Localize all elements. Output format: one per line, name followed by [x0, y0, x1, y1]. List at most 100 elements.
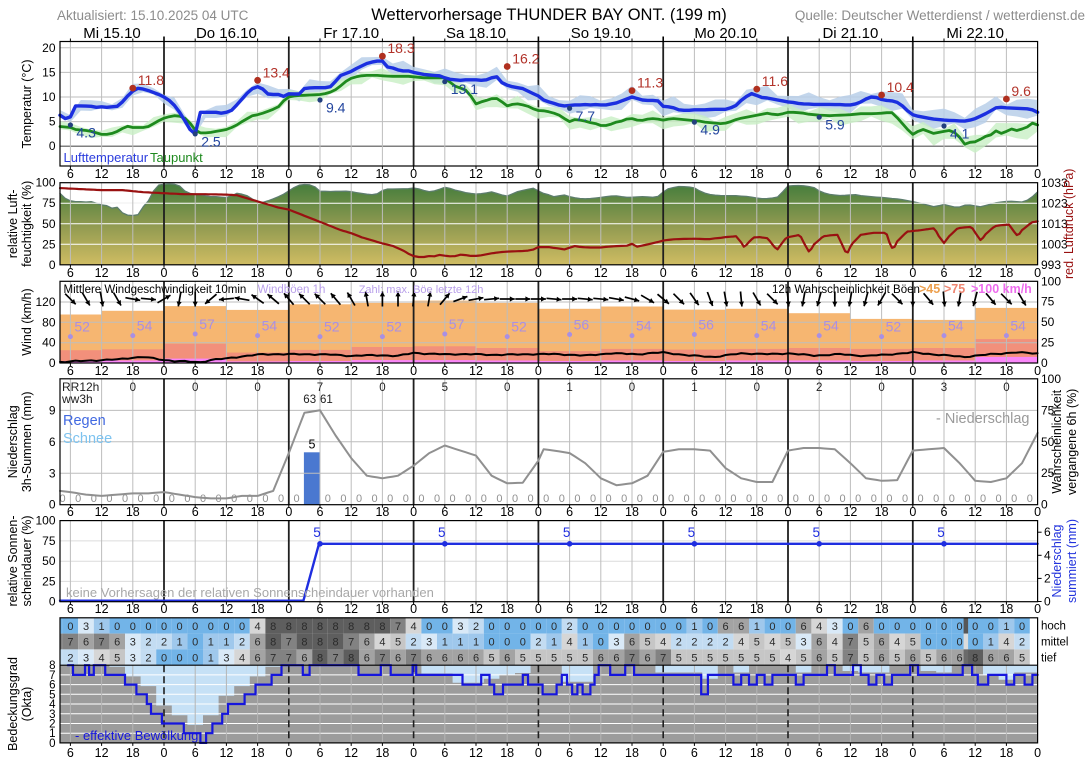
svg-text:0: 0 [410, 266, 417, 280]
svg-text:8: 8 [270, 637, 276, 649]
svg-text:1: 1 [208, 652, 214, 664]
svg-text:0: 0 [785, 364, 792, 378]
svg-text:1: 1 [177, 637, 183, 649]
svg-text:5: 5 [535, 652, 541, 664]
svg-text:18: 18 [126, 746, 140, 760]
svg-text:0: 0 [909, 167, 916, 181]
svg-text:6: 6 [816, 364, 823, 378]
svg-text:0: 0 [130, 382, 136, 394]
svg-text:0: 0 [169, 493, 175, 505]
svg-text:7: 7 [99, 637, 105, 649]
svg-text:Aktualisiert: 15.10.2025 04 UT: Aktualisiert: 15.10.2025 04 UTC [57, 8, 249, 23]
svg-text:12: 12 [344, 505, 358, 519]
svg-text:0: 0 [660, 746, 667, 760]
svg-text:0: 0 [216, 493, 222, 505]
svg-text:18: 18 [999, 505, 1013, 519]
svg-text:12h Wahrscheinlichkeit Böen: 12h Wahrscheinlichkeit Böen [772, 284, 920, 296]
svg-text:1: 1 [754, 621, 760, 633]
svg-text:0: 0 [340, 493, 346, 505]
svg-text:1: 1 [566, 382, 572, 394]
svg-text:8: 8 [972, 652, 978, 664]
svg-text:6: 6 [941, 167, 948, 181]
svg-text:16.2: 16.2 [512, 50, 539, 66]
svg-text:0: 0 [785, 602, 792, 616]
svg-text:3: 3 [83, 652, 89, 664]
svg-text:1: 1 [223, 637, 229, 649]
svg-text:5: 5 [723, 652, 729, 664]
svg-text:0: 0 [130, 621, 136, 633]
svg-text:0: 0 [598, 637, 604, 649]
svg-text:6: 6 [723, 621, 729, 633]
svg-text:8: 8 [379, 621, 385, 633]
svg-text:6: 6 [426, 652, 432, 664]
svg-text:4: 4 [411, 621, 417, 633]
svg-text:8: 8 [301, 621, 307, 633]
svg-text:12: 12 [344, 266, 358, 280]
svg-text:18: 18 [375, 167, 389, 181]
svg-text:6: 6 [395, 652, 401, 664]
svg-text:100: 100 [1041, 274, 1061, 288]
svg-text:7: 7 [317, 382, 323, 394]
svg-text:12: 12 [594, 167, 608, 181]
svg-text:6: 6 [879, 637, 885, 649]
svg-text:0: 0 [535, 167, 542, 181]
svg-text:0: 0 [153, 493, 159, 505]
svg-text:Niederschlag: Niederschlag [1050, 524, 1064, 597]
svg-text:Mi 22.10: Mi 22.10 [946, 25, 1004, 42]
svg-text:5: 5 [313, 525, 321, 540]
svg-text:8: 8 [286, 621, 292, 633]
svg-text:18: 18 [251, 266, 265, 280]
svg-text:0: 0 [49, 356, 56, 370]
svg-text:18: 18 [750, 167, 764, 181]
svg-text:0: 0 [543, 493, 549, 505]
svg-text:0: 0 [1034, 602, 1041, 616]
svg-text:8: 8 [301, 637, 307, 649]
svg-text:2: 2 [411, 637, 417, 649]
svg-text:- Niederschlag: - Niederschlag [936, 411, 1030, 427]
svg-text:50: 50 [1041, 315, 1055, 329]
svg-text:12: 12 [843, 505, 857, 519]
svg-text:0: 0 [285, 167, 292, 181]
svg-text:0: 0 [535, 602, 542, 616]
svg-text:0: 0 [1034, 266, 1041, 280]
svg-text:18: 18 [875, 505, 889, 519]
svg-text:0: 0 [855, 493, 861, 505]
svg-text:54: 54 [823, 318, 839, 334]
svg-text:6: 6 [566, 364, 573, 378]
svg-text:5: 5 [395, 637, 401, 649]
svg-text:6: 6 [1044, 525, 1051, 539]
svg-text:6: 6 [67, 364, 74, 378]
svg-text:6: 6 [83, 637, 89, 649]
svg-text:4: 4 [785, 652, 791, 664]
svg-text:6: 6 [67, 266, 74, 280]
svg-text:0: 0 [138, 493, 144, 505]
svg-text:0: 0 [1034, 746, 1041, 760]
svg-text:6: 6 [566, 602, 573, 616]
svg-text:5: 5 [308, 437, 315, 451]
svg-text:6: 6 [691, 602, 698, 616]
svg-text:0: 0 [871, 493, 877, 505]
svg-text:0: 0 [60, 493, 66, 505]
svg-text:0: 0 [410, 505, 417, 519]
svg-text:5: 5 [563, 525, 571, 540]
svg-text:12: 12 [843, 364, 857, 378]
svg-text:ww3h: ww3h [61, 392, 93, 406]
svg-text:0: 0 [247, 493, 253, 505]
svg-text:2: 2 [161, 637, 167, 649]
svg-text:6: 6 [192, 602, 199, 616]
svg-text:7: 7 [411, 652, 417, 664]
svg-text:0: 0 [192, 621, 198, 633]
svg-text:6: 6 [441, 364, 448, 378]
svg-text:12: 12 [95, 746, 109, 760]
svg-text:0: 0 [192, 637, 198, 649]
svg-text:0: 0 [285, 364, 292, 378]
svg-text:0: 0 [285, 746, 292, 760]
svg-text:18: 18 [750, 746, 764, 760]
svg-text:6: 6 [67, 505, 74, 519]
svg-text:18: 18 [251, 167, 265, 181]
svg-text:18: 18 [999, 266, 1013, 280]
svg-text:0: 0 [1027, 493, 1033, 505]
svg-text:12: 12 [968, 746, 982, 760]
svg-text:12: 12 [968, 602, 982, 616]
svg-text:3h-Summen (mm): 3h-Summen (mm) [20, 391, 34, 492]
